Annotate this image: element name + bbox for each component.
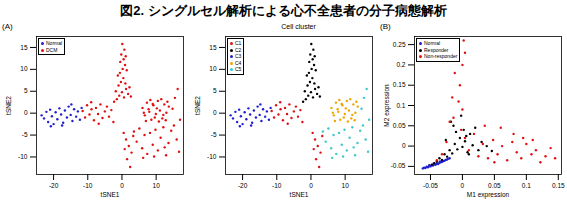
svg-text:0: 0 — [120, 182, 124, 189]
svg-text:tSNE2: tSNE2 — [194, 96, 201, 115]
svg-text:0.15: 0.15 — [552, 182, 565, 189]
svg-text:0.2: 0.2 — [396, 61, 405, 68]
html-text:(B): (B) — [380, 22, 391, 31]
svg-text:-20: -20 — [49, 182, 59, 189]
html-text:Cell cluster: Cell cluster — [281, 23, 316, 30]
svg-text:0: 0 — [309, 182, 313, 189]
svg-text:M1 expression: M1 expression — [467, 191, 510, 199]
svg-text:tSNE2: tSNE2 — [5, 96, 12, 115]
svg-text:0.25: 0.25 — [393, 41, 406, 48]
svg-text:0.1: 0.1 — [396, 102, 405, 109]
svg-text:tSNE1: tSNE1 — [290, 191, 309, 198]
svg-text:M2 expression: M2 expression — [383, 84, 391, 127]
svg-text:10: 10 — [342, 182, 350, 189]
html-text:図2. シングルセル解析による心不全患者の分子病態解析: 図2. シングルセル解析による心不全患者の分子病態解析 — [120, 3, 447, 18]
svg-text:-20: -20 — [238, 182, 248, 189]
html-text:Normal: Normal — [424, 40, 441, 46]
svg-text:15: 15 — [20, 44, 28, 51]
svg-text:0.15: 0.15 — [393, 81, 406, 88]
html-text:Normal: Normal — [46, 40, 63, 46]
svg-text:15: 15 — [209, 44, 217, 51]
svg-text:-10: -10 — [272, 182, 282, 189]
svg-text:-5: -5 — [22, 131, 28, 138]
html-text:Responder: Responder — [424, 46, 449, 53]
svg-text:0.1: 0.1 — [522, 182, 531, 189]
html-text:Non-responder: Non-responder — [424, 53, 458, 59]
svg-text:0.05: 0.05 — [488, 182, 501, 189]
html-text:C5: C5 — [235, 66, 242, 72]
svg-text:-0.05: -0.05 — [391, 162, 406, 169]
svg-text:-0.05: -0.05 — [423, 182, 438, 189]
svg-text:-10: -10 — [207, 153, 217, 160]
svg-text:0: 0 — [461, 182, 465, 189]
svg-text:0: 0 — [24, 109, 28, 116]
svg-text:-5: -5 — [211, 131, 217, 138]
svg-text:0.05: 0.05 — [393, 122, 406, 129]
html-text:(A): (A) — [2, 22, 13, 31]
html-text:C2: C2 — [235, 46, 242, 53]
svg-text:-10: -10 — [83, 182, 93, 189]
svg-text:0: 0 — [213, 109, 217, 116]
svg-text:tSNE1: tSNE1 — [101, 191, 120, 198]
svg-text:10: 10 — [209, 65, 217, 72]
html-text:C1: C1 — [235, 40, 242, 46]
svg-text:5: 5 — [213, 87, 217, 94]
svg-text:10: 10 — [20, 65, 28, 72]
svg-text:5: 5 — [24, 87, 28, 94]
svg-text:-10: -10 — [18, 153, 28, 160]
html-text:C3: C3 — [235, 53, 242, 59]
svg-text:0: 0 — [402, 142, 406, 149]
html-text:C4: C4 — [235, 59, 242, 66]
html-text:DCM: DCM — [46, 46, 58, 53]
svg-text:10: 10 — [153, 182, 161, 189]
